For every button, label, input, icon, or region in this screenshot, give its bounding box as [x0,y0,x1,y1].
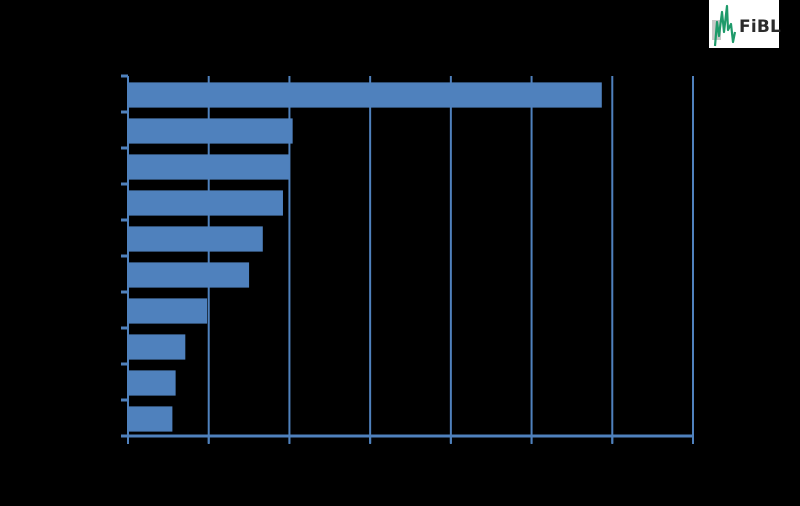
bar [128,262,250,288]
bar [128,370,176,396]
bar [128,226,263,252]
logo-text: FiBL [739,17,782,37]
bar [128,82,602,108]
logo-grass-icon [713,4,737,47]
bar [128,334,186,360]
bar [128,154,290,180]
bar [128,406,173,432]
fibl-logo: FiBL [709,0,782,48]
bar [128,118,293,144]
bar [128,190,283,216]
bar [128,298,208,324]
